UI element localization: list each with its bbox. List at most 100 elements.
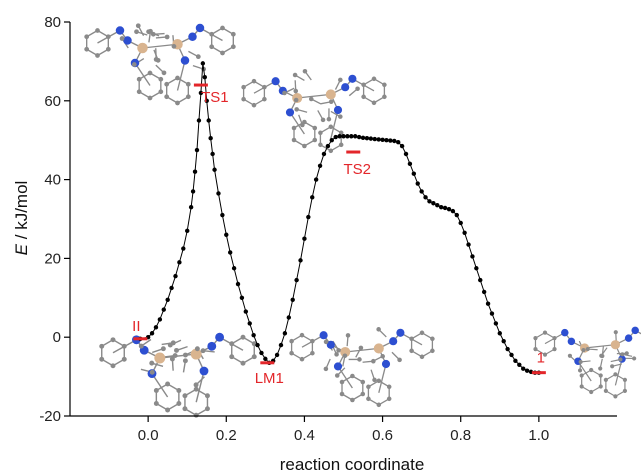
molecule-atom [542, 330, 548, 335]
curve-point [198, 90, 204, 96]
molecule-atom [251, 78, 257, 84]
curve-point [290, 297, 295, 302]
molecule-atom [371, 76, 377, 82]
curve-point [329, 138, 334, 143]
molecule-atom [577, 368, 583, 373]
level-label-ts2: TS2 [344, 161, 372, 178]
molecule-atom [371, 100, 377, 106]
curve-point [278, 342, 284, 348]
curve-point [341, 134, 346, 139]
curve-point [161, 307, 166, 312]
molecule-atom [175, 75, 180, 81]
molecule-atom [323, 339, 329, 345]
molecule-atom [542, 352, 548, 357]
x-axis-title: reaction coordinate [280, 455, 425, 474]
curve-point [206, 118, 211, 123]
molecule-atom [138, 343, 144, 349]
curve-point [310, 195, 315, 200]
molecule-bond [195, 370, 205, 403]
x-tick-label-0.8: 0.8 [450, 427, 471, 444]
curve-point [333, 134, 338, 140]
molecule-atom [318, 130, 323, 136]
molecule-atom [603, 388, 608, 393]
molecule-atom [165, 407, 171, 413]
molecule-atom [149, 369, 155, 375]
molecule-atom [319, 331, 328, 340]
molecule-atom [328, 124, 334, 130]
molecule-atom [613, 394, 618, 399]
molecule-atom [188, 32, 197, 41]
molecule-atom [119, 36, 125, 41]
molecule-atom [155, 57, 161, 63]
curve-point [345, 134, 350, 139]
molecule-atom [339, 391, 345, 397]
molecule-atom [589, 367, 594, 373]
molecule-atom [229, 341, 235, 347]
molecule-atom [172, 353, 178, 359]
molecule-atom [229, 354, 235, 360]
molecule-atom [360, 379, 366, 385]
molecule-atom [160, 346, 166, 352]
molecule-atom [382, 94, 387, 100]
curve-point [153, 325, 159, 330]
molecule-atom [300, 122, 305, 128]
level-label-ii: II [132, 318, 140, 335]
curve-point [190, 189, 196, 194]
molecule-atom [299, 332, 305, 338]
molecule-atom [135, 23, 141, 29]
curve-point [286, 315, 291, 320]
molecule-atom [567, 353, 573, 358]
molecule-atom [386, 396, 392, 402]
molecule-atom [381, 359, 391, 369]
molecule-atom [123, 36, 132, 45]
curve-point [505, 346, 510, 352]
molecule-atom [271, 77, 280, 86]
curve-point [388, 138, 393, 143]
molecule-atom [585, 346, 590, 352]
curve-point [259, 350, 264, 356]
curve-point [325, 143, 331, 149]
molecule-atom [291, 125, 297, 131]
molecule-atom [110, 337, 116, 343]
molecule-atom [209, 31, 215, 37]
molecule-atom [355, 86, 360, 92]
molecule-atom [338, 114, 343, 119]
molecule-bond [577, 360, 592, 382]
molecule-atom [419, 354, 425, 360]
molecule-atom [84, 34, 90, 40]
molecule-atom [622, 388, 628, 393]
axes [69, 22, 617, 417]
curve-point [313, 177, 319, 182]
curve-point [235, 281, 241, 287]
curve-point [462, 230, 467, 235]
molecule-atom [373, 343, 384, 354]
y-axis-title: E / kJ/mol [12, 181, 31, 256]
curve-point [376, 137, 381, 142]
curve-point [470, 254, 475, 259]
molecule-bond [614, 358, 623, 386]
molecule-atom [361, 82, 366, 88]
molecule-atom [153, 401, 159, 406]
molecule-atom [182, 358, 188, 364]
curve-point [524, 368, 530, 373]
molecule-atom [567, 337, 576, 346]
curve-point [450, 208, 456, 214]
curve-point [415, 181, 420, 186]
molecule-atom [581, 347, 586, 353]
curve-point [177, 260, 182, 265]
molecule-atom [240, 360, 246, 366]
molecule-atom [533, 336, 538, 341]
x-tick-label-0.6: 0.6 [372, 427, 393, 444]
molecule-atom [175, 100, 180, 106]
molecule-atom [613, 372, 618, 377]
molecule-atom [348, 74, 357, 83]
molecule-atom [220, 25, 225, 31]
molecule-atom [289, 338, 294, 344]
molecule-atom [164, 34, 170, 40]
molecule-atom [136, 76, 142, 82]
molecule-atom [95, 53, 100, 58]
curve-point [239, 295, 245, 300]
molecule-atom [193, 382, 199, 388]
curve-point [294, 277, 299, 283]
molecule-atom [262, 84, 267, 90]
